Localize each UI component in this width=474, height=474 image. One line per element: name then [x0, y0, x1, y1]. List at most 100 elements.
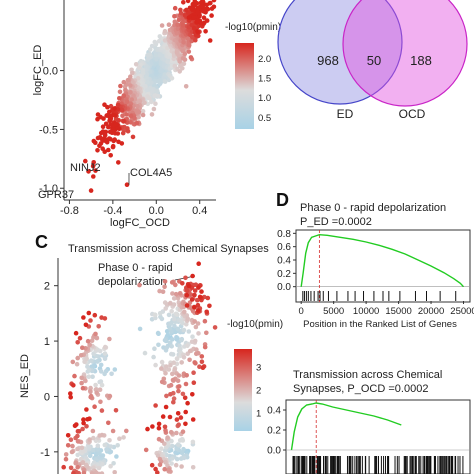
- scatter-c-point: [93, 382, 98, 388]
- scatter-c-point: [163, 371, 168, 376]
- scatter-a-point: [135, 103, 140, 109]
- scatter-a-point: [131, 93, 136, 98]
- scatter-c-point: [170, 337, 175, 342]
- scatter-a-point: [177, 59, 182, 64]
- scatter-a-point: [108, 153, 113, 158]
- scatter-c-point: [169, 461, 174, 466]
- venn-ocd-only-count: 188: [410, 53, 432, 68]
- scatter-c-point: [169, 344, 174, 349]
- scatter-c-point: [191, 370, 196, 376]
- scatter-c-point: [183, 381, 189, 387]
- scatter-c-point: [152, 312, 158, 318]
- scatter-c-point: [88, 318, 93, 323]
- scatter-a-point: [136, 109, 142, 115]
- scatter-a-point: [180, 23, 186, 28]
- scatter-a-point: [159, 23, 165, 28]
- scatter-c-point: [85, 338, 91, 344]
- scatter-c-point: [169, 280, 175, 285]
- scatter-a-point: [207, 38, 213, 43]
- scatter-a-point: [159, 68, 164, 74]
- venn-panel-b: 968 50 188 ED OCD: [277, 0, 468, 121]
- c-colorbar-ticks: 3 2 1: [256, 363, 261, 420]
- scatter-c-point: [61, 464, 66, 470]
- scatter-c-point: [87, 453, 93, 459]
- scatter-a-point: [97, 143, 102, 149]
- a-x-axis-label: logFC_OCD: [110, 217, 170, 229]
- scatter-a-point: [181, 40, 186, 45]
- scatter-c-point: [107, 393, 113, 399]
- scatter-a-point: [117, 96, 122, 101]
- scatter-c-point: [163, 404, 169, 410]
- scatter-a-point: [185, 36, 191, 41]
- scatter-a-point: [154, 56, 159, 62]
- scatter-c-point: [205, 295, 211, 301]
- scatter-c-point: [168, 382, 174, 388]
- scatter-a-point: [199, 3, 205, 9]
- scatter-c-point: [185, 400, 190, 406]
- scatter-c-point: [174, 430, 179, 436]
- scatter-a-points: [83, 0, 217, 193]
- a-colorbar: [235, 43, 254, 129]
- scatter-c-point: [159, 379, 165, 385]
- gsea-y-tick-label: 0.4: [267, 406, 281, 417]
- a-y-tick-label: 0.0: [43, 66, 58, 78]
- scatter-a-point: [189, 38, 195, 44]
- scatter-c-point: [81, 467, 87, 473]
- scatter-a-point: [118, 83, 123, 89]
- scatter-c-point: [68, 465, 74, 471]
- scatter-c-point: [202, 344, 208, 350]
- scatter-a-point: [115, 102, 121, 108]
- scatter-c-point: [72, 423, 78, 429]
- scatter-a-point: [111, 127, 116, 132]
- panel-d-letter: D: [276, 190, 289, 210]
- scatter-c-point: [192, 338, 198, 344]
- scatter-c-point: [159, 446, 164, 452]
- scatter-c-point: [196, 285, 201, 290]
- scatter-c-point: [97, 451, 102, 456]
- scatter-c-point: [81, 470, 87, 474]
- scatter-a-point: [146, 52, 151, 58]
- scatter-a-point: [201, 15, 207, 20]
- scatter-c-point: [200, 365, 206, 371]
- scatter-a-point: [88, 188, 94, 193]
- scatter-c-point: [168, 362, 173, 368]
- scatter-a-point: [176, 17, 182, 23]
- scatter-c-point: [115, 443, 120, 448]
- scatter-a-point: [191, 25, 197, 31]
- scatter-c-point: [167, 414, 173, 420]
- scatter-c-point: [157, 462, 163, 468]
- c-colorbar-tick-label: 2: [256, 386, 261, 397]
- scatter-c-point: [167, 301, 173, 306]
- scatter-c-point: [85, 417, 90, 422]
- scatter-c-point: [155, 330, 161, 336]
- scatter-a-point: [182, 13, 188, 18]
- scatter-a-point: [112, 131, 118, 136]
- scatter-c-point: [137, 282, 142, 288]
- c-colorbar-tick-label: 3: [256, 363, 261, 374]
- a-colorbar-title: -log10(pmin): [225, 22, 281, 33]
- scatter-a-point: [153, 101, 158, 106]
- scatter-c-point: [195, 297, 200, 303]
- c-y-tick-label: 1: [44, 336, 50, 348]
- scatter-c-point: [173, 311, 179, 317]
- scatter-c-point: [75, 446, 80, 452]
- scatter-a-point: [172, 13, 177, 19]
- scatter-c-point: [170, 443, 175, 449]
- scatter-c-point: [80, 426, 85, 432]
- a-gene-label: NINJ2: [70, 162, 101, 174]
- scatter-c-point: [166, 312, 172, 318]
- scatter-c-point: [88, 389, 93, 395]
- scatter-c-point: [187, 357, 192, 363]
- scatter-c-point: [99, 382, 105, 388]
- scatter-c-point: [181, 327, 187, 333]
- d1-title-line2: P_ED =0.0002: [300, 216, 372, 228]
- scatter-c-point: [196, 261, 201, 267]
- scatter-c-point: [97, 379, 102, 385]
- scatter-c-point: [196, 350, 201, 356]
- scatter-a-point: [172, 63, 178, 69]
- scatter-a-point: [211, 0, 217, 3]
- scatter-c-point: [99, 315, 104, 320]
- scatter-c-point: [156, 425, 162, 431]
- scatter-c-point: [73, 330, 79, 336]
- scatter-c-point: [73, 460, 79, 466]
